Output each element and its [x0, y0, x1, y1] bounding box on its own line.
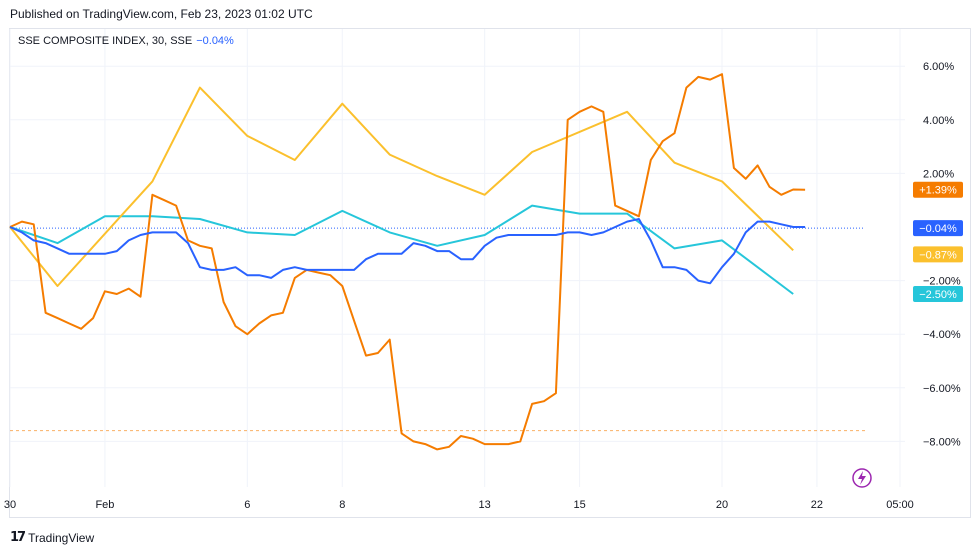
last-value-badges: −0.04% +1.39% −0.87% −2.50% [913, 181, 963, 302]
badge-label: −0.87% [919, 249, 957, 261]
last-value-badge-blue: −0.04% [913, 220, 963, 237]
last-value-badge-teal: −2.50% [913, 286, 963, 302]
badge-bg [913, 246, 963, 263]
x-tick-label: 05:00 [886, 499, 914, 511]
grid [9, 29, 905, 487]
y-tick-label: 6.00% [923, 61, 954, 73]
published-caption: Published on TradingView.com, Feb 23, 20… [10, 7, 313, 21]
footer-brand[interactable]: 17 TradingView [10, 530, 94, 545]
x-tick-label: 20 [716, 499, 728, 511]
y-tick-label: 4.00% [923, 115, 954, 127]
y-tick-label: −8.00% [923, 436, 961, 448]
x-tick-label: 8 [339, 499, 345, 511]
legend-symbol: SSE COMPOSITE INDEX, 30, SSE [18, 35, 193, 47]
badge-label: −0.04% [919, 223, 957, 235]
lightning-icon[interactable] [852, 468, 872, 488]
badge-bg [913, 181, 963, 198]
x-tick-label: 15 [573, 499, 585, 511]
x-tick-label: 30 [4, 499, 16, 511]
legend-change: −0.04% [196, 35, 234, 47]
badge-bg [913, 220, 963, 237]
x-tick-label: 13 [479, 499, 491, 511]
y-tick-label: −4.00% [923, 329, 961, 341]
series-line-blue[interactable] [9, 218, 806, 285]
x-tick-label: 6 [244, 499, 250, 511]
series-lines [9, 73, 806, 451]
tradingview-logo-icon: 17 [10, 530, 26, 545]
x-axis: 30 Feb 6 8 13 15 20 22 05:00 [4, 499, 914, 511]
badge-label: +1.39% [919, 185, 957, 197]
y-axis: 6.00% 4.00% 2.00% −2.00% −4.00% −6.00% −8.00% [923, 61, 961, 448]
badge-bg [913, 286, 963, 302]
y-tick-label: −6.00% [923, 383, 961, 395]
x-tick-label: Feb [95, 499, 114, 511]
chart-legend[interactable]: SSE COMPOSITE INDEX, 30, SSE −0.04% [18, 35, 234, 47]
y-tick-label: 2.00% [923, 168, 954, 180]
series-line-yellow[interactable] [9, 86, 794, 287]
y-tick-label: −2.00% [923, 276, 961, 288]
series-line-orange[interactable] [9, 73, 806, 451]
x-tick-label: 22 [811, 499, 823, 511]
last-value-badge-orange: +1.39% [913, 181, 963, 198]
last-value-badge-yellow: −0.87% [913, 246, 963, 263]
footer-brand-label: TradingView [28, 530, 95, 545]
badge-label: −2.50% [919, 289, 957, 301]
reference-lines [10, 227, 865, 432]
